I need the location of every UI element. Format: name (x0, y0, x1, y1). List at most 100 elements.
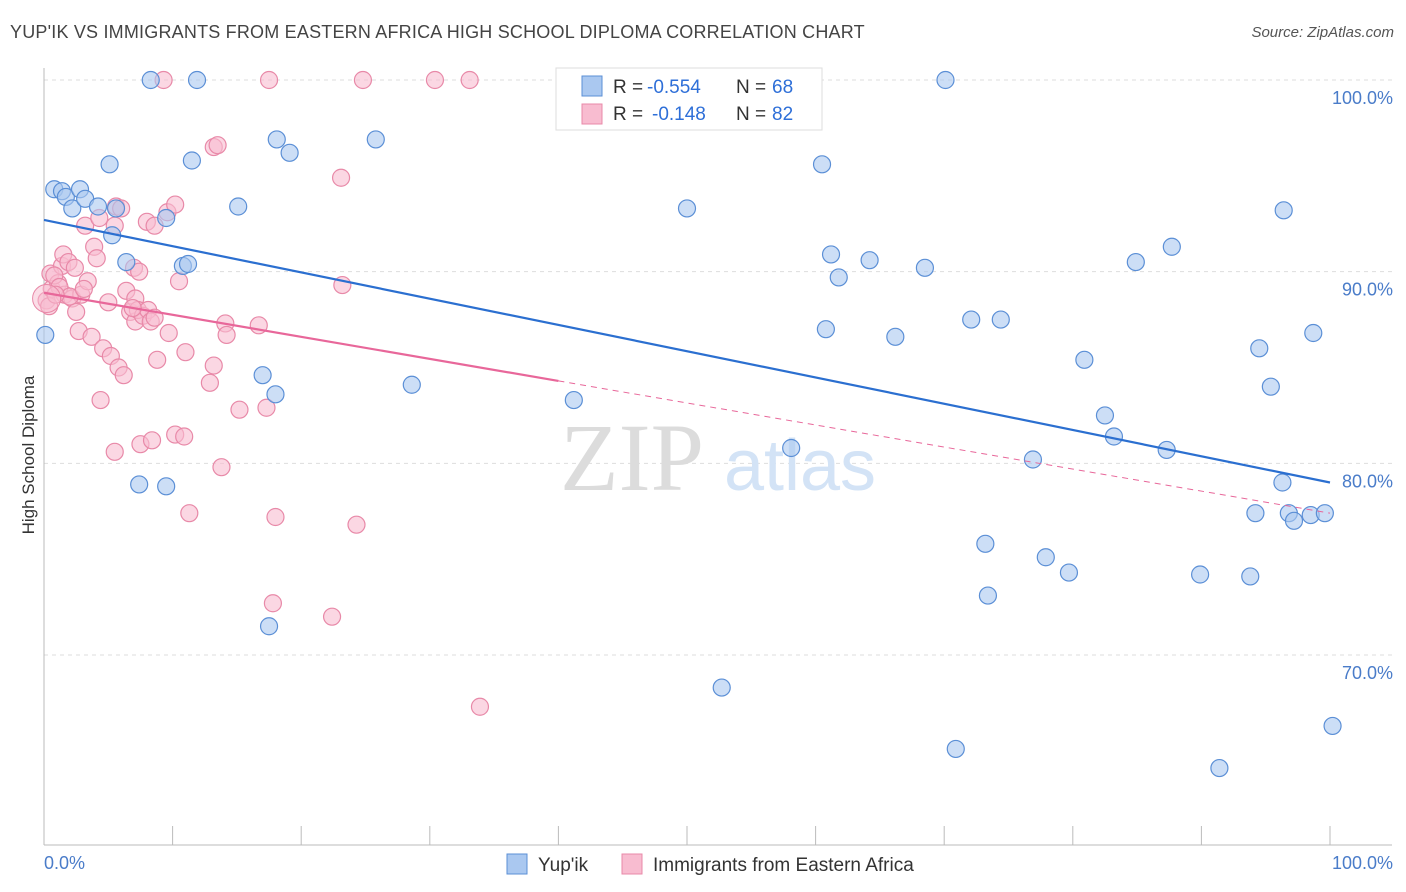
y-tick-label-90: 90.0% (1342, 280, 1393, 300)
yupik-point (1304, 323, 1323, 343)
immigrants-point (87, 249, 106, 268)
yupik-point (782, 438, 801, 458)
immigrants-point (176, 343, 195, 362)
watermark-zip: ZIP (560, 404, 704, 511)
legend-swatch-immigrants (581, 103, 603, 125)
legend-swatch-yupik (581, 75, 603, 97)
yupik-point (712, 678, 731, 697)
watermark-atlas: atlas (724, 426, 876, 506)
yupik-point (821, 245, 841, 264)
yupik-point (157, 208, 176, 228)
immigrants-point (166, 195, 185, 214)
yupik-point (402, 375, 421, 394)
bottom-legend-swatch-immigrants (621, 853, 643, 875)
yupik-point (266, 385, 285, 404)
yupik-point (117, 252, 136, 272)
yupik-point (1261, 377, 1280, 396)
yupik-point (141, 70, 160, 90)
legend-r-label-2: R = (613, 104, 643, 125)
source-label: Source: ZipAtlas.com (1251, 24, 1394, 41)
yupik-point (936, 70, 955, 90)
series-legend: Yup'ik Immigrants from Eastern Africa (506, 853, 914, 876)
immigrants-point (208, 136, 227, 155)
immigrants-point (212, 458, 231, 477)
immigrants-point (347, 515, 366, 534)
yupik-point (978, 586, 998, 605)
series-yupik-points (36, 70, 1342, 778)
trend-line-immigrants (43, 291, 559, 383)
y-axis-label: High School Diploma (19, 375, 38, 534)
yupik-point (812, 155, 832, 174)
yupik-point (1023, 450, 1043, 469)
immigrants-point (91, 390, 110, 410)
yupik-point (267, 130, 286, 149)
immigrants-point (259, 70, 279, 90)
immigrants-point (266, 507, 285, 527)
immigrants-point (331, 168, 351, 187)
chart-title: YUP'IK VS IMMIGRANTS FROM EASTERN AFRICA… (10, 22, 865, 42)
yupik-point (976, 534, 995, 553)
tick-labels: 70.0% 80.0% 90.0% 100.0% 0.0% 100.0% (44, 88, 1393, 873)
yupik-point (253, 366, 272, 385)
yupik-point (187, 70, 207, 90)
yupik-point (1284, 511, 1304, 530)
yupik-point (100, 155, 119, 174)
yupik-point (1191, 565, 1210, 584)
yupik-point (280, 143, 299, 162)
watermark: ZIP atlas (560, 404, 876, 511)
immigrants-point (263, 594, 283, 613)
yupik-point (63, 199, 82, 218)
yupik-point (178, 254, 198, 274)
immigrants-point (82, 327, 101, 346)
yupik-point (1323, 716, 1342, 736)
yupik-point (1250, 339, 1269, 358)
immigrants-point (200, 373, 219, 392)
immigrants-point (105, 442, 124, 461)
y-tick-label-100: 100.0% (1332, 88, 1393, 108)
yupik-point (564, 390, 583, 410)
bottom-legend-label-yupik: Yup'ik (538, 855, 589, 876)
legend-n-label-1: N = (736, 77, 766, 98)
bottom-legend-label-immigrants: Immigrants from Eastern Africa (653, 855, 914, 876)
immigrants-point (353, 70, 373, 90)
yupik-point (886, 327, 905, 346)
immigrants-point (142, 431, 162, 450)
yupik-point (1059, 563, 1079, 582)
yupik-point (962, 310, 981, 329)
immigrants-point (159, 323, 178, 343)
immigrants-point (460, 70, 479, 90)
immigrants-point (470, 697, 490, 716)
yupik-point (366, 130, 385, 149)
yupik-point (229, 197, 248, 216)
immigrants-point (217, 325, 236, 345)
immigrants-point (74, 279, 93, 299)
stats-legend: R = -0.554 N = 68 R = -0.148 N = 82 (555, 67, 823, 131)
legend-r-value-1: -0.554 (647, 77, 701, 98)
yupik-point (1241, 567, 1260, 586)
yupik-point (259, 617, 279, 636)
bottom-legend-swatch-yupik (506, 853, 528, 875)
x-tick-label-min: 0.0% (44, 853, 85, 873)
yupik-point (1274, 201, 1293, 220)
immigrants-point (67, 302, 86, 322)
yupik-point (860, 251, 879, 270)
yupik-point (157, 477, 176, 496)
yupik-point (130, 475, 149, 494)
yupik-point (1246, 504, 1265, 523)
x-tick-label-max: 100.0% (1332, 853, 1393, 873)
legend-n-value-2: 82 (772, 104, 793, 125)
grid-lines (44, 79, 1392, 656)
immigrants-point (114, 366, 133, 385)
series-immigrants-points (32, 70, 490, 716)
yupik-point (36, 325, 55, 345)
yupik-point (1210, 758, 1229, 778)
yupik-point (915, 258, 935, 277)
yupik-point (1126, 252, 1145, 272)
immigrants-point (322, 607, 342, 626)
yupik-point (88, 197, 108, 216)
legend-r-label-1: R = (613, 77, 643, 98)
immigrants-point (425, 70, 445, 90)
immigrants-point (65, 258, 84, 277)
yupik-point (677, 199, 697, 218)
